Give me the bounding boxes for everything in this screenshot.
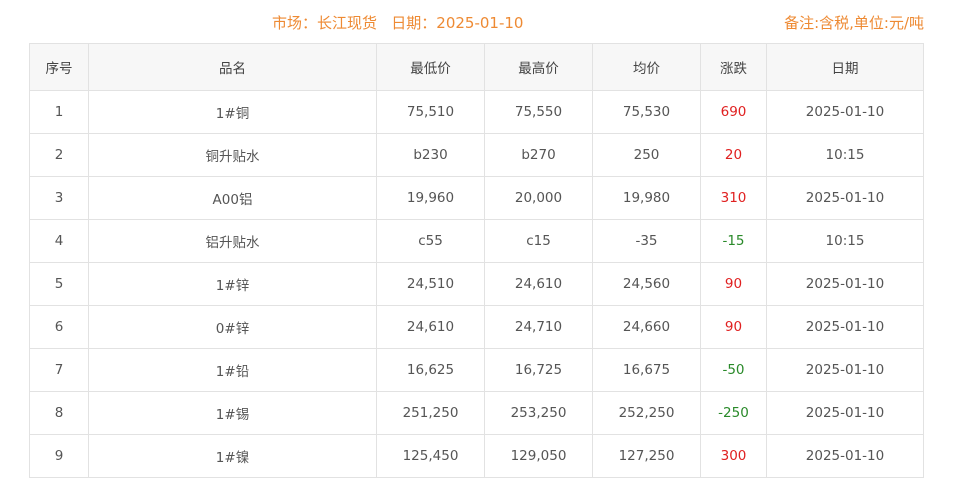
low-price: 16,625 bbox=[376, 348, 485, 392]
row-number: 2 bbox=[29, 133, 89, 177]
row-number: 5 bbox=[29, 262, 89, 306]
avg-price: -35 bbox=[592, 219, 701, 263]
table-header-row: 序号 品名 最低价 最高价 均价 涨跌 日期 bbox=[29, 43, 924, 91]
product-name: 0#锌 bbox=[88, 305, 377, 349]
row-number: 1 bbox=[29, 90, 89, 134]
avg-price: 24,560 bbox=[592, 262, 701, 306]
table-row: 1 1#铜 75,510 75,550 75,530 690 2025-01-10 bbox=[29, 90, 924, 134]
table-row: 3 A00铝 19,960 20,000 19,980 310 2025-01-10 bbox=[29, 176, 924, 220]
column-header-low: 最低价 bbox=[376, 43, 485, 91]
low-price: 19,960 bbox=[376, 176, 485, 220]
avg-price: 75,530 bbox=[592, 90, 701, 134]
row-date: 2025-01-10 bbox=[766, 348, 924, 392]
avg-price: 127,250 bbox=[592, 434, 701, 478]
high-price: c15 bbox=[484, 219, 593, 263]
product-name: 1#铅 bbox=[88, 348, 377, 392]
low-price: 24,510 bbox=[376, 262, 485, 306]
table-row: 4 铝升贴水 c55 c15 -35 -15 10:15 bbox=[29, 219, 924, 263]
avg-price: 16,675 bbox=[592, 348, 701, 392]
row-date: 2025-01-10 bbox=[766, 262, 924, 306]
column-header-avg: 均价 bbox=[592, 43, 701, 91]
market-title: 市场：长江现货 日期：2025-01-10 bbox=[272, 14, 524, 32]
table-row: 2 铜升贴水 b230 b270 250 20 10:15 bbox=[29, 133, 924, 177]
price-change: 690 bbox=[700, 90, 767, 134]
product-name: 1#锡 bbox=[88, 391, 377, 435]
product-name: A00铝 bbox=[88, 176, 377, 220]
table-row: 9 1#镍 125,450 129,050 127,250 300 2025-01-10 bbox=[29, 434, 924, 478]
low-price: c55 bbox=[376, 219, 485, 263]
table-row: 8 1#锡 251,250 253,250 252,250 -250 2025-01-10 bbox=[29, 391, 924, 435]
product-name: 1#锌 bbox=[88, 262, 377, 306]
high-price: 253,250 bbox=[484, 391, 593, 435]
price-change: -15 bbox=[700, 219, 767, 263]
column-header-date: 日期 bbox=[766, 43, 924, 91]
product-name: 1#铜 bbox=[88, 90, 377, 134]
table-row: 6 0#锌 24,610 24,710 24,660 90 2025-01-10 bbox=[29, 305, 924, 349]
row-date: 2025-01-10 bbox=[766, 391, 924, 435]
low-price: 251,250 bbox=[376, 391, 485, 435]
low-price: 24,610 bbox=[376, 305, 485, 349]
price-change: 90 bbox=[700, 262, 767, 306]
row-date: 10:15 bbox=[766, 133, 924, 177]
row-date: 2025-01-10 bbox=[766, 176, 924, 220]
price-change: 310 bbox=[700, 176, 767, 220]
product-name: 铜升贴水 bbox=[88, 133, 377, 177]
high-price: b270 bbox=[484, 133, 593, 177]
product-name: 1#镍 bbox=[88, 434, 377, 478]
high-price: 20,000 bbox=[484, 176, 593, 220]
row-date: 2025-01-10 bbox=[766, 90, 924, 134]
column-header-change: 涨跌 bbox=[700, 43, 767, 91]
high-price: 75,550 bbox=[484, 90, 593, 134]
row-number: 7 bbox=[29, 348, 89, 392]
row-number: 3 bbox=[29, 176, 89, 220]
price-change: -250 bbox=[700, 391, 767, 435]
price-table: 序号 品名 最低价 最高价 均价 涨跌 日期 1 1#铜 75,510 75,550 7… bbox=[29, 43, 924, 478]
price-change: 300 bbox=[700, 434, 767, 478]
price-change: -50 bbox=[700, 348, 767, 392]
price-change: 20 bbox=[700, 133, 767, 177]
row-date: 10:15 bbox=[766, 219, 924, 263]
column-header-name: 品名 bbox=[88, 43, 377, 91]
high-price: 24,710 bbox=[484, 305, 593, 349]
page-header: 市场：长江现货 日期：2025-01-10 备注:含税,单位:元/吨 bbox=[0, 12, 954, 34]
low-price: 75,510 bbox=[376, 90, 485, 134]
row-number: 6 bbox=[29, 305, 89, 349]
high-price: 16,725 bbox=[484, 348, 593, 392]
low-price: b230 bbox=[376, 133, 485, 177]
high-price: 129,050 bbox=[484, 434, 593, 478]
row-date: 2025-01-10 bbox=[766, 305, 924, 349]
avg-price: 24,660 bbox=[592, 305, 701, 349]
low-price: 125,450 bbox=[376, 434, 485, 478]
column-header-high: 最高价 bbox=[484, 43, 593, 91]
unit-note: 备注:含税,单位:元/吨 bbox=[784, 14, 924, 32]
column-header-no: 序号 bbox=[29, 43, 89, 91]
price-change: 90 bbox=[700, 305, 767, 349]
avg-price: 19,980 bbox=[592, 176, 701, 220]
row-number: 8 bbox=[29, 391, 89, 435]
row-number: 4 bbox=[29, 219, 89, 263]
table-row: 5 1#锌 24,510 24,610 24,560 90 2025-01-10 bbox=[29, 262, 924, 306]
table-row: 7 1#铅 16,625 16,725 16,675 -50 2025-01-10 bbox=[29, 348, 924, 392]
avg-price: 250 bbox=[592, 133, 701, 177]
row-number: 9 bbox=[29, 434, 89, 478]
avg-price: 252,250 bbox=[592, 391, 701, 435]
high-price: 24,610 bbox=[484, 262, 593, 306]
row-date: 2025-01-10 bbox=[766, 434, 924, 478]
product-name: 铝升贴水 bbox=[88, 219, 377, 263]
